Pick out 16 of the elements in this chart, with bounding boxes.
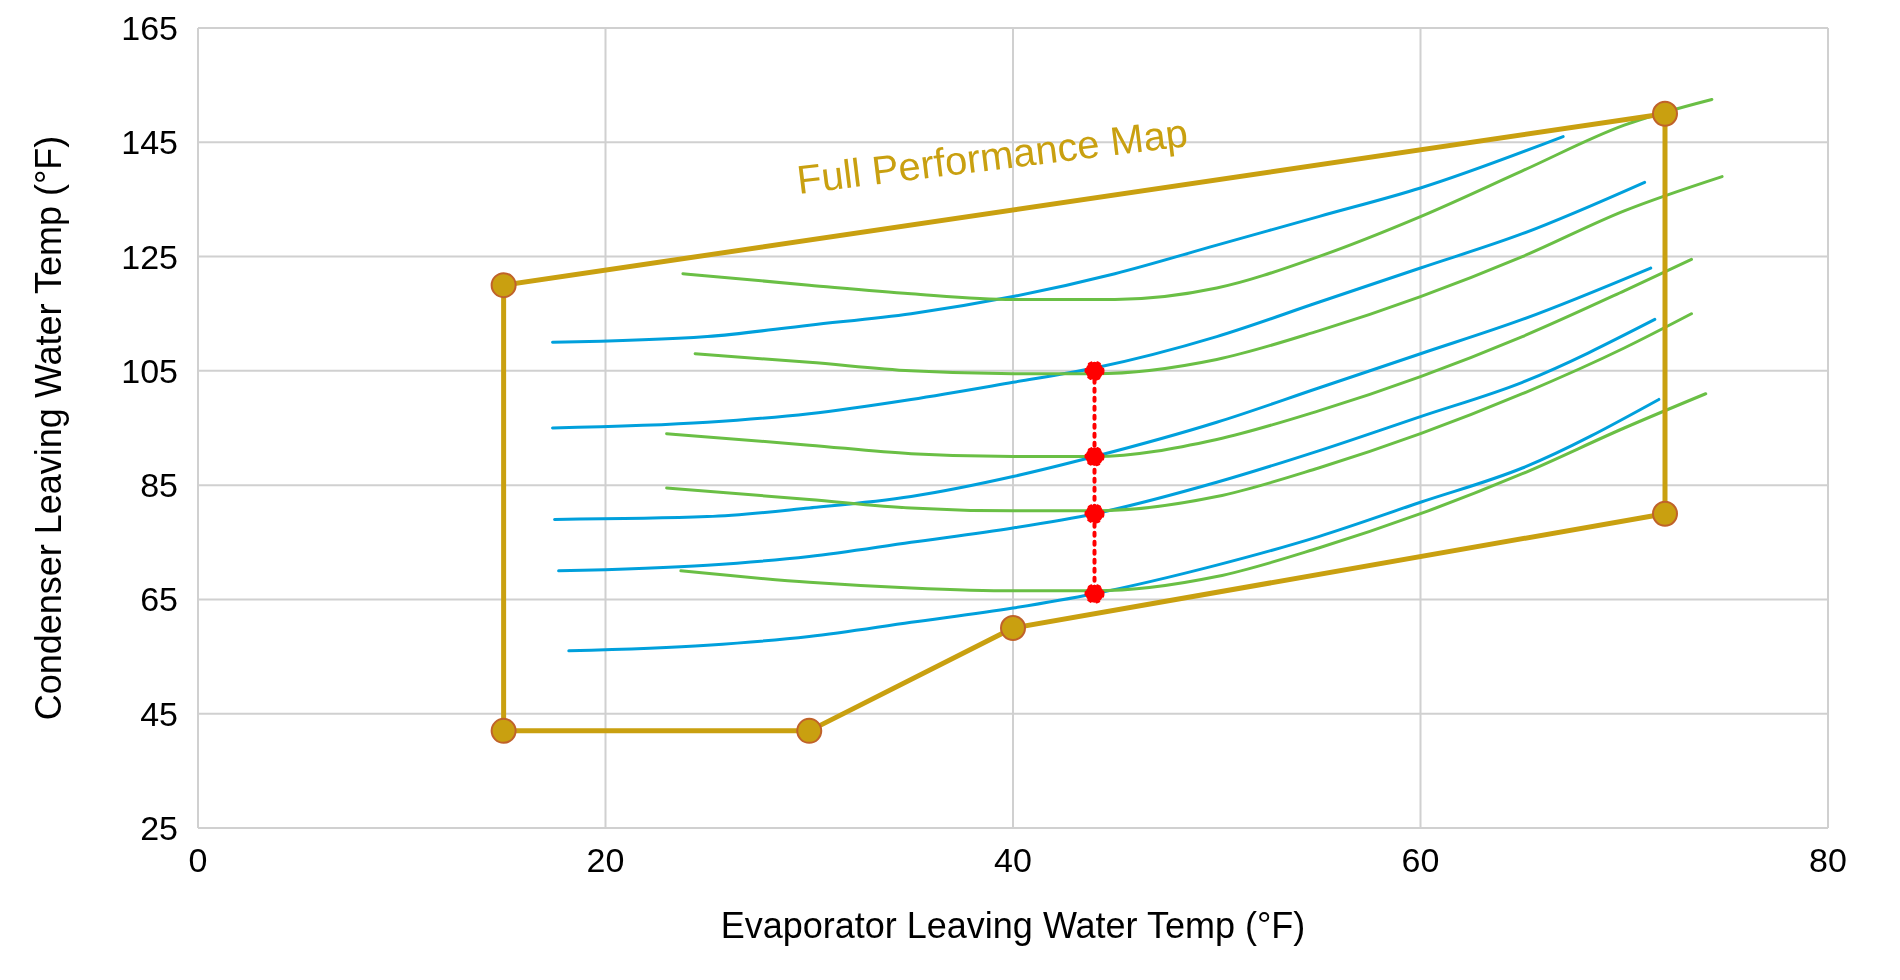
y-tick-label: 165 <box>121 9 178 48</box>
x-tick-label: 40 <box>994 841 1032 880</box>
y-tick-label: 125 <box>121 237 178 276</box>
y-tick-label: 65 <box>140 580 178 619</box>
x-axis-title: Evaporator Leaving Water Temp (°F) <box>720 905 1306 946</box>
annotation: Full Performance Map <box>794 110 1191 202</box>
y-tick-label: 145 <box>121 123 178 162</box>
x-tick-label: 20 <box>586 841 625 880</box>
x-tick-label: 60 <box>1401 841 1440 880</box>
y-tick-label: 105 <box>121 351 178 390</box>
x-tick-label: 0 <box>188 841 208 880</box>
y-tick-label: 85 <box>140 466 178 505</box>
x-tick-label: 80 <box>1809 841 1847 880</box>
y-tick-label: 25 <box>140 809 178 848</box>
y-tick-label: 45 <box>140 694 178 733</box>
y-axis-title: Condenser Leaving Water Temp (°F) <box>27 135 69 721</box>
